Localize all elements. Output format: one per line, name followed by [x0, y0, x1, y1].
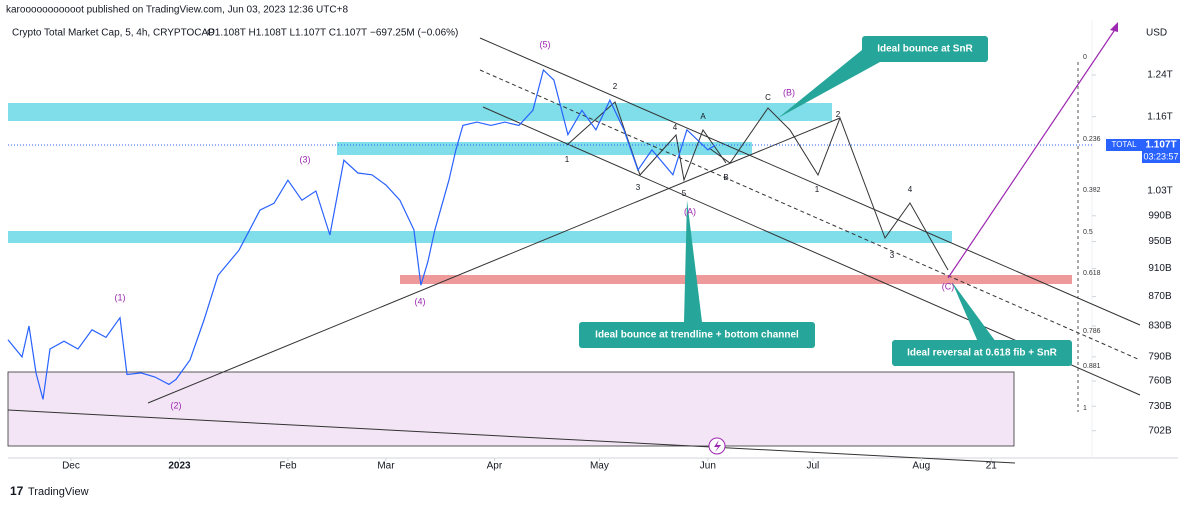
y-tick-label: 950B: [1148, 236, 1172, 247]
callout-text: Ideal reversal at 0.618 fib + SnR: [907, 348, 1058, 359]
wave-label: (C): [942, 281, 955, 291]
wave-label: 1: [565, 155, 570, 164]
x-tick-label: May: [590, 461, 609, 472]
y-tick-label: 760B: [1148, 376, 1172, 387]
wave-label: (A): [684, 206, 696, 216]
channel-upper: [479, 37, 1141, 326]
callout-box: [862, 36, 988, 62]
event-icon-bolt: [714, 440, 721, 452]
wave-label: 4: [673, 123, 678, 132]
channel-mid: [479, 69, 1141, 361]
change: −697.25M (−0.06%): [370, 28, 458, 39]
callout-box: [579, 322, 815, 348]
wave-label: (2): [171, 400, 182, 410]
wave-label: (B): [783, 87, 795, 97]
y-tick-label: 910B: [1148, 263, 1172, 274]
wave-label: 2: [613, 82, 618, 91]
fib-label: 0.786: [1083, 328, 1101, 335]
projection: [708, 107, 949, 271]
y-tick-label: 870B: [1148, 291, 1172, 302]
zone-cyan: [8, 103, 832, 121]
x-tick-label: Aug: [912, 461, 930, 472]
arrow-head: [1110, 22, 1118, 32]
x-tick-label: Jun: [700, 461, 716, 472]
fib-label: 0.236: [1083, 136, 1101, 143]
price-line: [7, 68, 716, 400]
publisher: karooooooooooot published on TradingView…: [6, 5, 348, 16]
wave-label: A: [700, 112, 706, 121]
x-tick-label: Mar: [377, 461, 395, 472]
y-tick-label: 730B: [1148, 401, 1172, 412]
zone-cyan: [8, 231, 952, 243]
wave-label: 2: [836, 110, 841, 119]
wave-label: 3: [890, 251, 895, 260]
countdown: 03:23:57: [1143, 151, 1178, 161]
fib-label: 0.5: [1083, 229, 1093, 236]
price-tag: [1142, 139, 1180, 163]
fib-label: 0.618: [1083, 270, 1101, 277]
currency: USD: [1146, 28, 1167, 39]
zone-purple: [7, 371, 1015, 447]
x-tick-label: 21: [986, 461, 998, 472]
wave-label: C: [765, 93, 771, 102]
wave-labels: (5) (3) (1) (2) (4) (A) (B) (C) 2 1 3 4 …: [115, 39, 955, 410]
callout-pointer: [778, 50, 880, 118]
y-tick-label: 1.24T: [1147, 70, 1173, 81]
x-tick-label: Jul: [806, 461, 819, 472]
y-tick-label: 702B: [1148, 425, 1172, 436]
wave-label: (4): [415, 296, 426, 306]
fib-levels: 0 0.236 0.382 0.5 0.618 0.786 0.881 1: [1083, 54, 1101, 412]
fib-label: 0.382: [1083, 187, 1101, 194]
wave-label: (3): [300, 154, 311, 164]
y-tick-label: 990B: [1148, 210, 1172, 221]
trendline: [147, 117, 841, 404]
symbol-tag: [1106, 139, 1142, 151]
symbol: Crypto Total Market Cap, 5, 4h, CRYPTOCA…: [12, 28, 215, 39]
fib-label: 0: [1083, 54, 1087, 61]
x-tick-label: Dec: [62, 461, 80, 472]
wave-label: 4: [908, 185, 913, 194]
drawings: [7, 37, 1141, 464]
callout-pointer: [684, 200, 702, 322]
logo: TradingView: [28, 486, 89, 498]
callout-box: [892, 340, 1072, 366]
x-tick-label: Feb: [279, 461, 297, 472]
callout-pointer: [952, 282, 996, 342]
wave-count: [566, 101, 727, 182]
fib-label: 0.881: [1083, 363, 1101, 370]
y-tick-label: 790B: [1148, 351, 1172, 362]
zone-red: [400, 275, 1072, 284]
wave-label: 5: [682, 189, 687, 198]
x-tick-label: 2023: [168, 461, 191, 472]
arrow: [947, 27, 1117, 279]
wave-label: B: [723, 173, 728, 182]
x-tick-label: Apr: [487, 461, 503, 472]
wave-label: (5): [540, 39, 551, 49]
wave-label: 3: [636, 183, 641, 192]
ohlc: O1.108T H1.108T L1.107T C1.107T: [207, 28, 367, 39]
y-tick-label: 1.16T: [1147, 111, 1173, 122]
fib-label: 1: [1083, 405, 1087, 412]
price-tag-text: 1.107T: [1145, 140, 1176, 151]
callout-text: Ideal bounce at SnR: [877, 44, 973, 55]
callouts: Ideal bounce at SnR Ideal bounce at tren…: [579, 36, 1072, 366]
wave-label: 1: [815, 185, 820, 194]
symbol-tag-text: TOTAL: [1111, 140, 1137, 149]
wave-label: (1): [115, 292, 126, 302]
y-tick-label: 1.03T: [1147, 186, 1173, 197]
zone-cyan: [337, 142, 752, 155]
logo-mark: 17: [10, 484, 24, 498]
trendline-low: [7, 409, 1016, 464]
callout-text: Ideal bounce at trendline + bottom chann…: [595, 330, 799, 341]
y-tick-label: 830B: [1148, 321, 1172, 332]
